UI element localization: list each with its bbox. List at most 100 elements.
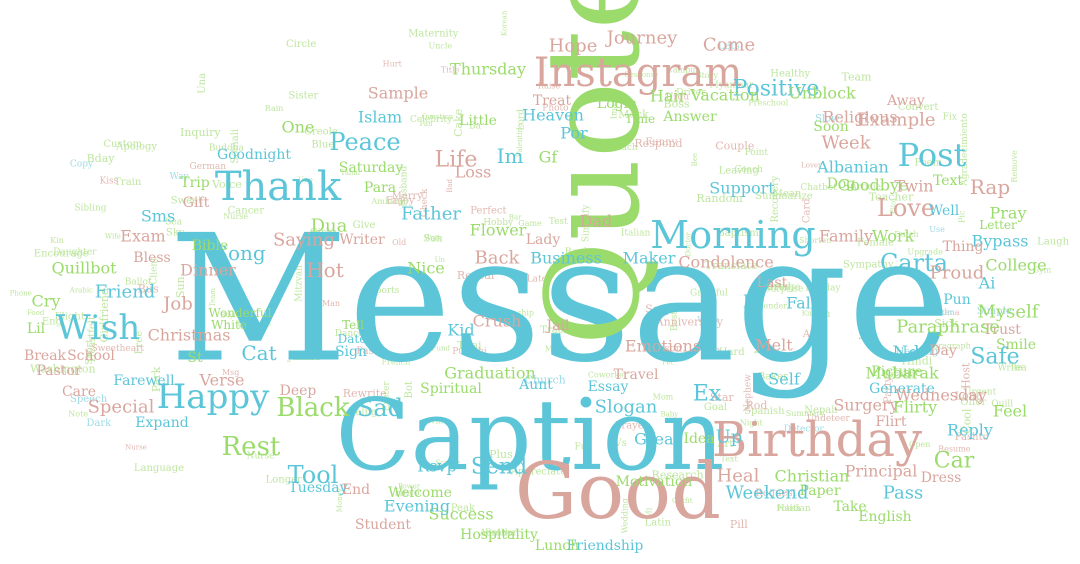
word-power: Power: [398, 482, 421, 490]
word-treat: Treat: [533, 93, 572, 109]
word-week: Week: [821, 133, 871, 154]
word-healthy: Healthy: [770, 69, 810, 80]
word-mean: Mean: [773, 189, 802, 200]
word-up: Up: [716, 427, 743, 448]
word-cry: Cry: [32, 292, 61, 311]
word-resume: Resume: [938, 444, 971, 453]
word-track: Track: [540, 325, 570, 336]
word-paraphrase: Paraphrase: [896, 317, 1000, 338]
word-school: School: [67, 348, 115, 364]
word-feel: Feel: [993, 402, 1027, 421]
word-longer: Longer: [266, 474, 302, 485]
word-blue: Blue: [311, 139, 334, 150]
word-bot: Bot: [404, 381, 415, 398]
word-italian: Italian: [621, 229, 651, 239]
word-saying: Saying: [273, 230, 335, 251]
word-german: German: [190, 162, 227, 172]
word-wednesday: Wednesday: [895, 386, 987, 405]
word-fund: Fund: [432, 344, 451, 352]
word-ballot: Ballot: [125, 278, 152, 288]
word-welcome: Welcome: [388, 485, 452, 501]
word-dress: Dress: [921, 470, 962, 486]
word-coach: Coach: [734, 165, 763, 175]
word-hero: Hero: [394, 488, 419, 499]
word-love: Love: [877, 194, 935, 222]
word-team: Team: [209, 288, 217, 307]
word-dua: Dua: [311, 216, 348, 237]
word-copy: Copy: [70, 160, 94, 170]
word-sports: Sports: [370, 286, 400, 296]
word-saturday: Saturday: [339, 160, 404, 176]
word-jail: Jail: [545, 318, 570, 334]
word-uncle: Uncle: [429, 42, 453, 51]
word-dark: Dark: [86, 418, 112, 429]
word-bless: Bless: [133, 250, 170, 266]
word-marriage: Marriage: [753, 282, 800, 293]
word-teacher: Teacher: [869, 191, 914, 204]
word-aunt: Aunt: [518, 377, 553, 393]
word-goodnight: Goodnight: [217, 147, 291, 163]
word-special: Special: [88, 397, 155, 418]
word-free: Free: [134, 331, 145, 355]
word-principal: Principal: [845, 462, 918, 481]
word-couple: Couple: [715, 140, 754, 153]
word-yoruba: Yoruba: [882, 370, 915, 380]
word-trust: Trust: [983, 322, 1021, 338]
word-mitzvah: Mitzvah: [294, 265, 304, 302]
word-urgent: Urgent: [964, 388, 997, 398]
word-nd: Nd: [892, 343, 919, 364]
word-father: Father: [401, 204, 461, 225]
word-thursday: Thursday: [450, 60, 526, 79]
word-leaving: Leaving: [719, 165, 760, 176]
word-sweet: Sweet: [171, 196, 202, 207]
word-black: Black: [276, 393, 349, 423]
word-lil: Lil: [27, 321, 46, 337]
word-upgrade: Upgrade: [907, 248, 943, 257]
word-christmas: Christmas: [148, 326, 231, 345]
word-islam: Islam: [358, 108, 402, 127]
word-tell: Tell: [342, 318, 364, 332]
word-pun: Pun: [943, 292, 970, 308]
word-image: Image: [609, 94, 618, 120]
word-wife: Wife: [105, 232, 121, 240]
word-raise: Raise: [538, 82, 561, 91]
word-student: Student: [355, 517, 411, 533]
word-por: Por: [560, 124, 588, 143]
word-quill: Quill: [991, 400, 1013, 410]
word-self: Self: [768, 370, 801, 389]
word-hobby: Hobby: [483, 218, 514, 228]
word-mock: Mock: [618, 108, 649, 121]
word-way: Way: [170, 172, 190, 182]
word-thing: Thing: [943, 239, 984, 255]
word-hot: Hot: [306, 258, 344, 282]
word-random: Random: [696, 192, 743, 205]
word-bible: Bible: [192, 238, 229, 254]
word-hospitality: Hospitality: [460, 527, 538, 543]
word-trip: Trip: [180, 175, 210, 191]
word-scrape: Scrape: [435, 459, 460, 467]
word-girl: Girl: [310, 227, 329, 238]
word-condolence: Condolence: [678, 253, 773, 272]
word-kid: Kid: [447, 321, 474, 340]
word-response: Response: [624, 71, 658, 79]
word-zach: Zach: [615, 143, 638, 153]
word-pastor: Pastor: [36, 363, 81, 379]
word-business: Business: [530, 249, 602, 268]
word-eng: Eng: [42, 317, 63, 328]
word-campus: Campus: [667, 66, 700, 75]
word-convert: Convert: [898, 102, 938, 113]
word-custom: Custom: [103, 139, 142, 150]
word-bus: Bus: [138, 282, 159, 295]
word-motivation: Motivation: [616, 474, 693, 490]
word-hashtag: Hashtag: [896, 347, 939, 358]
word-fall: Fall: [786, 294, 816, 313]
word-maker: Maker: [623, 249, 676, 268]
word-rap: Rap: [970, 175, 1010, 199]
word-latin: Latin: [645, 518, 672, 529]
word-kind: Kind: [802, 309, 819, 317]
word-funny: Funny: [645, 137, 677, 148]
word-respond: Respond: [634, 137, 682, 150]
word-proud: Proud: [930, 263, 985, 284]
word-flight: Flight: [55, 312, 85, 323]
word-post: Post: [898, 136, 967, 174]
